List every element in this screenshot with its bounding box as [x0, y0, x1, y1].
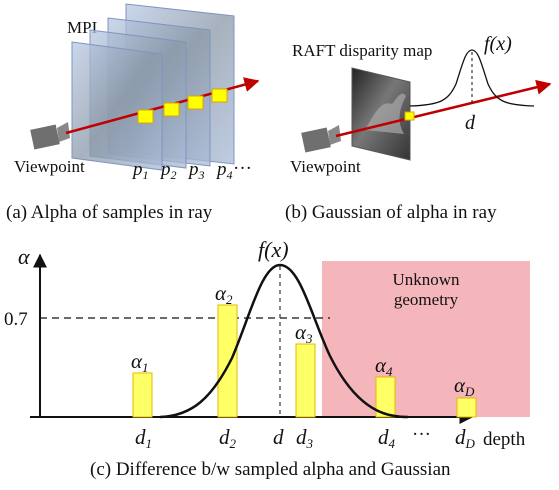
gaussian-curve-b	[409, 49, 535, 107]
plane-label-2: p2	[159, 159, 177, 182]
viewpoint-label-a: Viewpoint	[14, 157, 85, 176]
bar-labels: α1 α2 α3 α4 αD	[131, 281, 475, 399]
mpi-planes	[71, 3, 235, 171]
sample-points	[137, 88, 228, 124]
raft-map-label: RAFT disparity map	[292, 41, 432, 60]
bar-label-3: α3	[295, 320, 313, 346]
bar-label-4: α4	[375, 353, 393, 379]
plane-ellipsis: ···	[233, 158, 252, 179]
plane-label-1: p1	[131, 159, 149, 182]
bar-label-D: αD	[454, 373, 475, 399]
alpha-bar-3	[295, 343, 316, 418]
unknown-geometry-region	[322, 261, 530, 417]
sample-point-2	[163, 102, 180, 117]
threshold-label: 0.7	[4, 309, 28, 330]
x-tick-ellipsis: ···	[412, 424, 431, 445]
x-axis-label: depth	[483, 429, 526, 450]
camera-icon	[30, 122, 70, 150]
alpha-bar-4	[375, 376, 396, 418]
alpha-bar-2	[217, 304, 238, 418]
sample-point-1	[137, 109, 154, 124]
sample-point-4	[211, 88, 228, 103]
x-tick-d1: d1	[135, 425, 152, 451]
gaussian-fx-label-c: f(x)	[258, 237, 289, 262]
alpha-bar-1	[132, 372, 153, 418]
x-tick-d4: d4	[378, 425, 396, 451]
mpi-plane-1	[71, 41, 163, 171]
panel-c: Unknown geometry α 0.7 f(x) α1 α2 α3 α4 …	[4, 237, 530, 480]
unknown-label-line2: geometry	[394, 290, 459, 309]
x-tick-labels: d1 d2 d d3 d4 ··· dD	[135, 424, 476, 451]
bar-label-1: α1	[131, 349, 149, 375]
bar-label-2: α2	[215, 281, 233, 307]
alpha-axis-label: α	[18, 244, 30, 269]
caption-a: (a) Alpha of samples in ray	[6, 202, 213, 223]
x-tick-d2: d2	[219, 425, 237, 451]
sample-point-3	[187, 95, 204, 110]
plane-labels: p1 p2 p3 p4 ···	[131, 158, 252, 182]
panel-a: MPI Viewpoint p1 p2 p3 p4 ··· (a) Alpha	[6, 3, 260, 223]
unknown-label-line1: Unknown	[392, 270, 460, 289]
alpha-bar-D	[456, 397, 477, 418]
ray-arrow-b	[335, 79, 552, 138]
camera-icon-b	[301, 125, 341, 153]
x-tick-d: d	[273, 425, 284, 449]
sample-point-b	[404, 111, 415, 121]
panel-b: RAFT disparity map f(x) d Viewpoint (b) …	[285, 33, 552, 223]
plane-label-3: p3	[187, 159, 205, 182]
alpha-bars	[132, 304, 477, 418]
caption-b: (b) Gaussian of alpha in ray	[285, 202, 497, 223]
caption-c: (c) Difference b/w sampled alpha and Gau…	[90, 459, 451, 480]
plane-label-4: p4	[215, 159, 233, 182]
viewpoint-label-b: Viewpoint	[290, 157, 361, 176]
d-label-b: d	[465, 112, 476, 134]
gaussian-curve-c	[159, 263, 409, 419]
x-tick-dD: dD	[455, 425, 476, 451]
x-tick-d3: d3	[296, 425, 314, 451]
gaussian-fx-label: f(x)	[484, 33, 512, 55]
